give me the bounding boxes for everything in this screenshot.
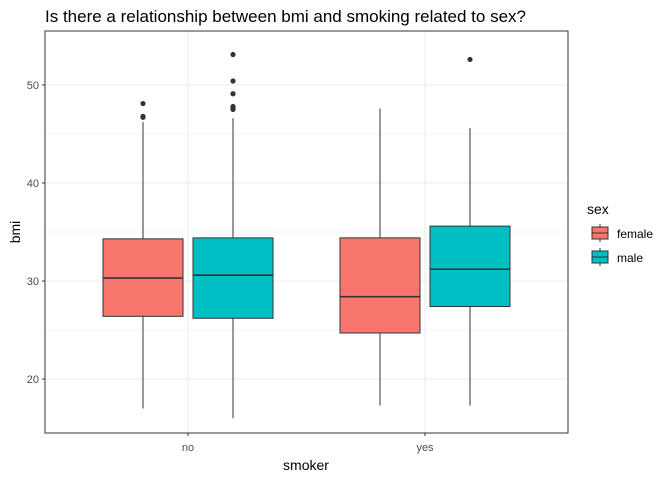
outlier-point — [467, 56, 473, 63]
y-axis-ticks: 20 30 40 50 — [27, 80, 45, 386]
x-tick-label: yes — [416, 442, 434, 454]
legend: sex female male — [587, 201, 653, 266]
chart-title: Is there a relationship between bmi and … — [45, 7, 526, 26]
box-iqr — [339, 237, 421, 334]
box-female-no — [102, 100, 184, 409]
legend-label: female — [617, 227, 653, 241]
legend-label: male — [617, 251, 643, 265]
outlier-point — [230, 103, 236, 110]
y-tick-label: 40 — [27, 178, 39, 190]
outlier-point — [230, 51, 236, 58]
x-axis-ticks: no yes — [182, 433, 434, 454]
legend-title: sex — [587, 201, 609, 217]
x-tick-label: no — [182, 442, 194, 454]
box-male-no — [192, 51, 274, 419]
legend-entry-female: female — [591, 224, 653, 242]
outlier-point — [140, 100, 146, 107]
x-axis-title: smoker — [283, 457, 329, 473]
outlier-point — [140, 113, 146, 119]
box-female-yes — [339, 108, 421, 406]
outlier-point — [230, 78, 236, 84]
y-tick-label: 20 — [27, 374, 39, 386]
box-iqr — [429, 225, 511, 308]
y-tick-label: 50 — [27, 80, 39, 92]
box-iqr — [192, 237, 274, 319]
legend-entry-male: male — [591, 248, 643, 266]
y-axis-title: bmi — [7, 221, 23, 244]
outlier-point — [230, 91, 236, 97]
box-male-yes — [429, 56, 511, 406]
plot-border — [44, 30, 569, 434]
box-series — [102, 51, 511, 419]
y-tick-label: 30 — [27, 276, 39, 288]
